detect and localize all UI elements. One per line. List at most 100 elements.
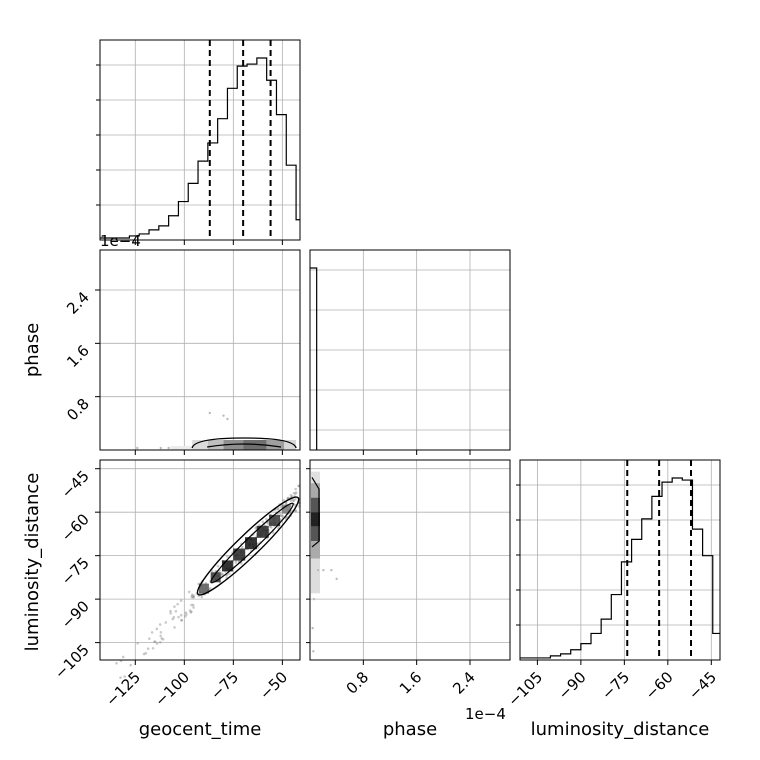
y-tick-label-luminosity_distance: −105: [51, 641, 93, 683]
sample-point: [200, 595, 204, 599]
density-cell: [210, 572, 221, 583]
sample-point: [279, 514, 283, 517]
density-cell: [170, 446, 193, 450]
contour: [207, 443, 282, 448]
density-cell: [311, 471, 320, 484]
sample-point: [227, 572, 231, 576]
x-tick-label-geocent_time: −75: [207, 668, 242, 703]
x-tick-label-luminosity_distance: −105: [504, 668, 546, 710]
sample-point: [269, 526, 273, 529]
sample-point: [190, 594, 194, 598]
sample-point: [208, 411, 212, 415]
sample-point: [153, 640, 156, 643]
sample-point: [121, 655, 125, 659]
panel-frame: [519, 459, 721, 661]
sample-point: [278, 511, 282, 515]
sample-point: [169, 609, 172, 613]
joint-geocent-time-vs-luminosity-distance: [99, 459, 301, 679]
sample-point: [226, 417, 229, 421]
x-tick-label-luminosity_distance: −45: [685, 668, 720, 703]
sample-point: [294, 491, 298, 494]
density-cell: [269, 514, 281, 526]
panel-frame: [99, 39, 301, 241]
sample-point: [192, 594, 196, 598]
sample-point: [159, 630, 163, 634]
sample-point: [177, 615, 180, 619]
sample-point: [142, 652, 146, 656]
sample-point: [258, 523, 261, 527]
sample-point: [220, 573, 223, 577]
density-cell: [311, 558, 320, 594]
sample-point: [192, 595, 195, 599]
contour: [191, 437, 297, 449]
sample-point: [174, 610, 178, 613]
sample-point: [294, 497, 297, 501]
panel-frame: [99, 249, 301, 451]
density-cell: [284, 440, 297, 450]
sample-point: [160, 637, 164, 640]
density-cell: [256, 525, 269, 538]
contour: [196, 496, 300, 596]
histogram-geocent_time: [96, 39, 301, 241]
x-axis-label-phase: phase: [383, 719, 437, 740]
sample-point: [185, 613, 188, 616]
density-cell: [207, 440, 224, 450]
sample-point: [335, 577, 338, 581]
density-cell: [244, 537, 257, 550]
x-tick-label-luminosity_distance: −75: [598, 668, 633, 703]
y-axis-label-luminosity-distance: luminosity_distance: [22, 473, 43, 652]
sample-point: [169, 611, 173, 615]
sample-point: [119, 676, 122, 679]
sample-point: [180, 618, 183, 622]
contour: [210, 502, 294, 584]
sample-point: [216, 564, 220, 568]
sample-point: [322, 568, 325, 572]
sample-point: [180, 619, 184, 622]
density-cell: [192, 440, 208, 450]
density-cell: [311, 512, 320, 527]
sample-point: [123, 675, 127, 678]
x-tick-label-phase: 1.6: [396, 668, 426, 698]
sample-point: [151, 646, 155, 650]
sample-point: [191, 603, 195, 607]
y-tick-label-luminosity_distance: −45: [58, 467, 93, 502]
y-tick-label-luminosity_distance: −90: [58, 597, 93, 632]
y-tick-label-phase: 0.8: [63, 395, 93, 425]
sample-point: [286, 496, 290, 500]
x-tick-label-phase: 0.8: [343, 668, 373, 698]
sample-point: [240, 545, 244, 549]
histogram-step-luminosity_distance: [520, 477, 720, 659]
sample-point: [154, 640, 157, 644]
sample-point: [292, 499, 295, 503]
x-tick-label-luminosity_distance: −60: [642, 668, 677, 703]
density-cell: [311, 497, 320, 513]
sample-point: [148, 637, 151, 640]
sample-point: [158, 623, 162, 626]
x-axis-label-geocent-time: geocent_time: [139, 719, 262, 740]
density-cell: [243, 440, 267, 450]
sample-point: [234, 561, 238, 564]
x-tick-label-phase: 2.4: [449, 668, 479, 698]
y-tick-label-phase: 1.6: [63, 341, 93, 371]
density-cell: [311, 483, 320, 498]
sample-point: [276, 507, 280, 511]
sample-point: [276, 506, 280, 510]
y-offset-label: 1e−4: [100, 232, 141, 250]
sample-point: [176, 602, 179, 606]
y-tick-label-luminosity_distance: −75: [58, 554, 93, 589]
sample-point: [281, 515, 285, 518]
sample-point: [173, 605, 176, 608]
sample-point: [289, 493, 293, 497]
sample-point: [190, 610, 193, 613]
sample-point: [164, 621, 168, 624]
sample-point: [289, 499, 292, 502]
density-cell: [281, 504, 291, 514]
sample-point: [312, 597, 316, 601]
sample-point: [159, 446, 162, 450]
histogram-step-phase: [310, 267, 318, 450]
sample-point: [192, 606, 195, 609]
sample-point: [184, 611, 188, 614]
density-cell: [266, 440, 285, 450]
sample-point: [261, 520, 265, 524]
